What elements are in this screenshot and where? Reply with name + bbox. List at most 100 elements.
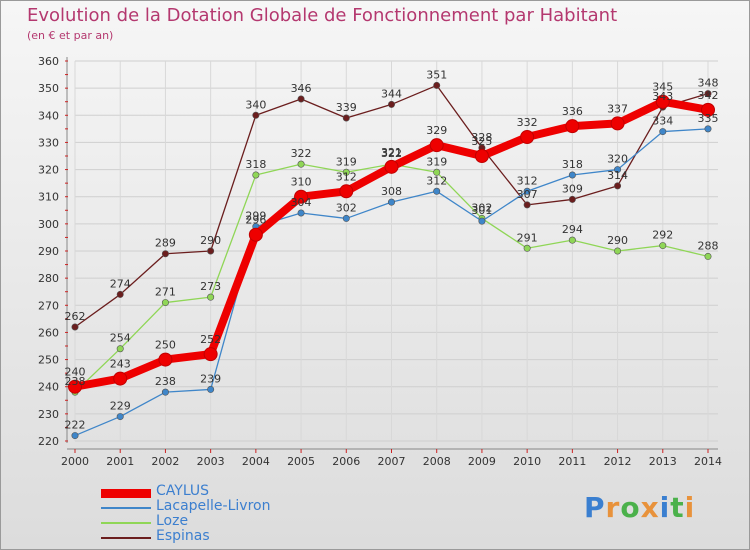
data-label-caylus: 325 — [471, 135, 492, 148]
data-label-espinas: 262 — [65, 310, 86, 323]
data-label-lacapelle-livron: 312 — [517, 174, 538, 187]
data-label-espinas: 314 — [607, 169, 628, 182]
data-point-lacapelle-livron — [568, 171, 576, 179]
data-label-espinas: 348 — [698, 77, 719, 90]
x-tick-label: 2009 — [468, 455, 496, 468]
data-label-loze: 318 — [245, 158, 266, 171]
data-label-loze: 271 — [155, 286, 176, 299]
data-label-caylus: 252 — [200, 333, 221, 346]
data-point-loze — [433, 168, 441, 176]
data-label-lacapelle-livron: 304 — [291, 196, 312, 209]
data-label-caylus: 345 — [652, 81, 673, 94]
data-point-caylus — [429, 138, 444, 153]
data-label-lacapelle-livron: 301 — [471, 204, 492, 217]
data-label-lacapelle-livron: 238 — [155, 375, 176, 388]
data-point-lacapelle-livron — [523, 187, 531, 195]
y-tick-label: 360 — [38, 55, 59, 68]
y-tick-label: 320 — [38, 164, 59, 177]
data-point-lacapelle-livron — [659, 128, 667, 136]
legend-label-espinas: Espinas — [156, 528, 210, 544]
chart-subtitle: (en € et par an) — [27, 29, 114, 42]
data-label-loze: 291 — [517, 231, 538, 244]
x-tick-label: 2005 — [287, 455, 315, 468]
data-point-loze — [207, 293, 215, 301]
data-point-loze — [116, 345, 124, 353]
y-tick-label: 310 — [38, 191, 59, 204]
data-label-caylus: 336 — [562, 105, 583, 118]
y-tick-label: 290 — [38, 245, 59, 258]
data-point-loze — [704, 252, 712, 260]
data-point-lacapelle-livron — [387, 198, 395, 206]
data-point-caylus — [113, 371, 128, 386]
data-point-espinas — [161, 250, 169, 258]
y-tick-label: 350 — [38, 82, 59, 95]
logo-letter: i — [659, 491, 671, 524]
data-point-loze — [342, 168, 350, 176]
legend-swatch-espinas — [101, 537, 151, 539]
data-point-espinas — [704, 90, 712, 98]
x-tick-label: 2000 — [61, 455, 89, 468]
data-label-espinas: 289 — [155, 237, 176, 250]
x-tick-label: 2012 — [604, 455, 632, 468]
data-point-caylus — [248, 227, 263, 242]
x-tick-label: 2006 — [332, 455, 360, 468]
data-point-caylus — [339, 184, 354, 199]
data-point-espinas — [523, 201, 531, 209]
data-point-lacapelle-livron — [342, 214, 350, 222]
data-label-espinas: 309 — [562, 182, 583, 195]
y-tick-label: 340 — [38, 109, 59, 122]
logo-letter: t — [670, 491, 685, 524]
data-label-loze: 254 — [110, 332, 131, 345]
data-label-espinas: 339 — [336, 101, 357, 114]
data-point-espinas — [116, 290, 124, 298]
data-point-caylus — [610, 116, 625, 131]
data-label-caylus: 329 — [426, 124, 447, 137]
data-point-lacapelle-livron — [433, 187, 441, 195]
data-point-loze — [523, 244, 531, 252]
data-label-lacapelle-livron: 312 — [426, 174, 447, 187]
data-point-lacapelle-livron — [478, 217, 486, 225]
logo-letter: o — [620, 491, 641, 524]
proxiti-logo: Proxiti — [584, 491, 695, 524]
data-point-caylus — [294, 189, 309, 204]
data-label-lacapelle-livron: 320 — [607, 153, 628, 166]
logo-letter: x — [640, 491, 660, 524]
data-point-lacapelle-livron — [614, 166, 622, 174]
data-label-espinas: 343 — [652, 90, 673, 103]
data-label-lacapelle-livron: 302 — [336, 201, 357, 214]
data-point-espinas — [568, 195, 576, 203]
data-label-caylus: 312 — [336, 170, 357, 183]
data-point-lacapelle-livron — [704, 125, 712, 133]
x-tick-label: 2002 — [151, 455, 179, 468]
data-label-caylus: 310 — [291, 176, 312, 189]
data-point-caylus — [384, 159, 399, 174]
data-label-loze: 319 — [426, 155, 447, 168]
data-label-lacapelle-livron: 318 — [562, 158, 583, 171]
x-tick-label: 2008 — [423, 455, 451, 468]
y-tick-label: 270 — [38, 299, 59, 312]
x-tick-label: 2001 — [106, 455, 134, 468]
data-point-lacapelle-livron — [116, 413, 124, 421]
data-point-caylus — [701, 102, 715, 117]
data-label-lacapelle-livron: 239 — [200, 372, 221, 385]
y-tick-label: 220 — [38, 435, 59, 448]
data-label-caylus: 332 — [517, 116, 538, 129]
data-point-lacapelle-livron — [297, 209, 305, 217]
data-label-lacapelle-livron: 229 — [110, 400, 131, 413]
data-label-espinas: 351 — [426, 68, 447, 81]
data-point-loze — [614, 247, 622, 255]
y-tick-label: 300 — [38, 218, 59, 231]
data-label-loze: 294 — [562, 223, 583, 236]
data-label-espinas: 340 — [245, 98, 266, 111]
data-label-caylus: 342 — [698, 89, 719, 102]
x-tick-label: 2004 — [242, 455, 270, 468]
legend-swatch-loze — [101, 522, 151, 524]
data-label-loze: 302 — [471, 201, 492, 214]
data-label-espinas: 274 — [110, 277, 131, 290]
data-point-espinas — [342, 114, 350, 122]
data-label-loze: 290 — [607, 234, 628, 247]
data-point-loze — [659, 242, 667, 250]
data-label-caylus: 321 — [381, 146, 402, 159]
